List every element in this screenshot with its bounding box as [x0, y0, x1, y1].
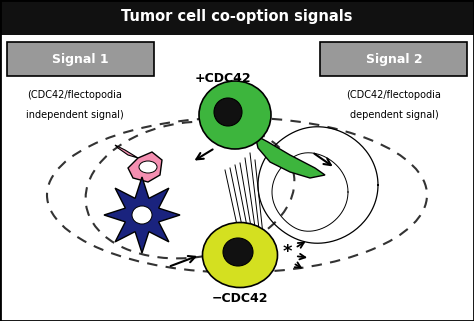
Ellipse shape: [223, 238, 253, 266]
Ellipse shape: [199, 81, 271, 149]
Polygon shape: [115, 145, 138, 158]
Bar: [0, 35, 474, 321]
FancyBboxPatch shape: [7, 42, 154, 76]
Polygon shape: [128, 152, 162, 182]
Polygon shape: [104, 177, 180, 253]
Bar: [0, 0, 474, 35]
Text: independent signal): independent signal): [26, 110, 124, 120]
Text: *: *: [282, 243, 292, 261]
Text: dependent signal): dependent signal): [350, 110, 438, 120]
Ellipse shape: [139, 161, 157, 173]
Ellipse shape: [214, 98, 242, 126]
FancyBboxPatch shape: [320, 42, 467, 76]
Text: −CDC42: −CDC42: [212, 291, 268, 305]
Polygon shape: [255, 135, 325, 178]
Text: +CDC42: +CDC42: [195, 72, 251, 84]
Ellipse shape: [132, 206, 152, 224]
Text: (CDC42/flectopodia: (CDC42/flectopodia: [27, 90, 122, 100]
Text: (CDC42/flectopodia: (CDC42/flectopodia: [346, 90, 441, 100]
Ellipse shape: [202, 222, 277, 288]
Text: Signal 1: Signal 1: [52, 53, 109, 65]
Text: Tumor cell co-option signals: Tumor cell co-option signals: [121, 10, 353, 24]
Text: Signal 2: Signal 2: [365, 53, 422, 65]
